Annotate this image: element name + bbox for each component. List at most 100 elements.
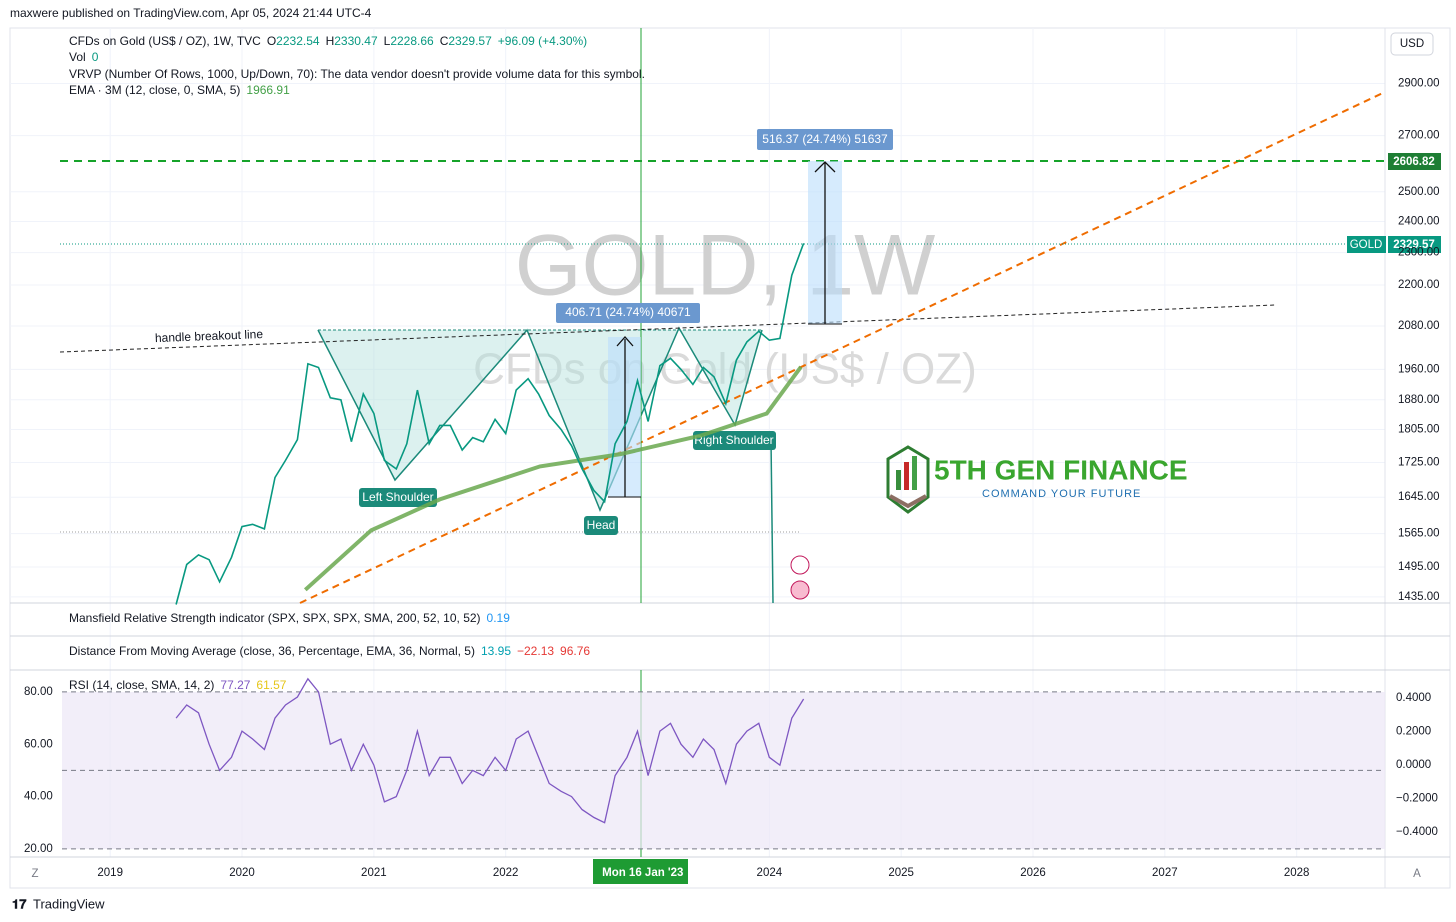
ema-line [303,365,803,592]
y-tick-label: 2300.00 [1398,247,1440,259]
legend-value: 0.19 [487,611,511,625]
last-price: 2329.57 [1393,239,1435,251]
target-price: 2606.82 [1393,156,1435,168]
x-tick-label: 2020 [229,867,255,879]
legend-value: 13.95 [481,644,511,658]
axis-button[interactable]: Z [31,868,38,880]
icon[interactable] [790,580,810,600]
trend-line [299,91,1386,604]
icon[interactable] [790,555,810,575]
legend-key: L [384,34,391,48]
measure-label: 406.71 (24.74%) 40671 [565,305,691,319]
x-tick-label: 2026 [1020,867,1046,879]
symbol-tag [1347,236,1386,253]
legend-key: O [267,34,276,48]
frame [9,27,1451,889]
indicator-legend: RSI (14, close, SMA, 14, 2) 77.27 61.57 [69,678,287,692]
legend-symbol: CFDs on Gold (US$ / OZ), 1W, TVC O2232.54… [69,34,587,48]
y-tick-label: 2200.00 [1398,279,1440,291]
logo: 5TH GEN FINANCE COMMAND YOUR FUTURE [886,445,1188,514]
y-tick-label: 2500.00 [1398,186,1440,198]
arrow-head [814,161,836,173]
y-tick-label: 40.00 [24,791,53,803]
legend-value: 0 [92,50,99,64]
legend-text: CFDs on Gold (US$ / OZ), 1W, TVC [69,34,261,48]
y-tick-label: 1565.00 [1398,528,1440,540]
y2-tick-label: 0.4000 [1396,692,1431,704]
legend-value: 1966.91 [246,83,290,97]
measure-label-box [757,129,893,150]
symbol-label: GOLD [1350,239,1383,251]
legend-vrvp: VRVP (Number Of Rows, 1000, Up/Down, 70)… [69,67,645,81]
y-tick-label: 1960.00 [1398,363,1440,375]
legend-text: Mansfield Relative Strength indicator (S… [69,611,481,625]
watermark: GOLD, 1W [515,218,936,314]
y-tick-label: 80.00 [24,686,53,698]
logo-name: 5TH GEN FINANCE [934,454,1188,485]
y-tick-label: 1725.00 [1398,457,1440,469]
indicator-legend: Distance From Moving Average (close, 36,… [69,644,590,658]
legend-text: EMA · 3M (12, close, 0, SMA, 5) [69,83,240,97]
y-tick-label: 1495.00 [1398,561,1440,573]
legend-vol: Vol 0 [69,50,99,64]
y-tick-label: 1880.00 [1398,394,1440,406]
pattern-label: Right Shoulder [694,433,773,447]
crosshair-label: Mon 16 Jan '23 [602,867,683,879]
legend-text: Distance From Moving Average (close, 36,… [69,644,475,658]
legend-key: C [440,34,449,48]
y-tick-label: 60.00 [24,738,53,750]
price-tag [1388,153,1441,170]
header: maxwere published on TradingView.com, Ap… [10,6,372,20]
y2-tick-label: 0.0000 [1396,759,1431,771]
y-tick-label: 1435.00 [1398,591,1440,603]
legend-ema: EMA · 3M (12, close, 0, SMA, 5) 1966.91 [69,83,290,97]
handle-label: handle breakout line [155,327,264,345]
currency-button[interactable] [1390,32,1434,56]
x-tick-label: 2019 [97,867,123,879]
legend-text: RSI (14, close, SMA, 14, 2) [69,678,214,692]
legend-key: H [326,34,335,48]
y-tick-label: 2700.00 [1398,130,1440,142]
indicator-legend: Mansfield Relative Strength indicator (S… [69,611,510,625]
y-tick-label: 2080.00 [1398,320,1440,332]
y-tick-label: 1645.00 [1398,491,1440,503]
x-tick-label: 2028 [1284,867,1310,879]
y2-tick-label: 0.2000 [1396,726,1431,738]
legend-value: 61.57 [256,678,286,692]
price-line [175,243,805,605]
y-tick-label: 1805.00 [1398,424,1440,436]
measure-label-box [556,303,700,323]
legend-value: 2232.54 [276,34,320,48]
x-tick-label: 2024 [757,867,783,879]
y2-tick-label: −0.4000 [1396,826,1438,838]
y-tick-label: 20.00 [24,843,53,855]
marker-line [770,439,774,604]
label-box [359,488,437,507]
x-tick-label: 2027 [1152,867,1178,879]
legend-value: 2330.47 [334,34,378,48]
logo-tagline: COMMAND YOUR FUTURE [982,488,1141,500]
legend-value: 77.27 [220,678,250,692]
pattern-label: Left Shoulder [362,490,433,504]
tv-icon: 𝟏𝟕 [12,896,27,911]
crosshair-tag [593,859,688,884]
price-tag [1388,236,1441,253]
y2-tick-label: −0.2000 [1396,793,1438,805]
pattern-label: Head [587,518,616,532]
legend-value: −22.13 [517,644,554,658]
legend-value: 96.76 [560,644,590,658]
y-tick-label: 2900.00 [1398,77,1440,89]
legend-value: 2329.57 [448,34,492,48]
legend-change: +96.09 (+4.30%) [498,34,587,48]
currency[interactable]: USD [1400,38,1424,50]
x-tick-label: 2021 [361,867,387,879]
measure-label: 516.37 (24.74%) 51637 [762,132,888,146]
pattern-fill [318,328,762,510]
y-tick-label: 2400.00 [1398,216,1440,228]
label-box [693,431,776,450]
axis-button[interactable]: A [1413,868,1421,880]
rsi-line [175,677,805,824]
footer: TradingView [33,896,105,911]
legend-value: 2228.66 [390,34,434,48]
